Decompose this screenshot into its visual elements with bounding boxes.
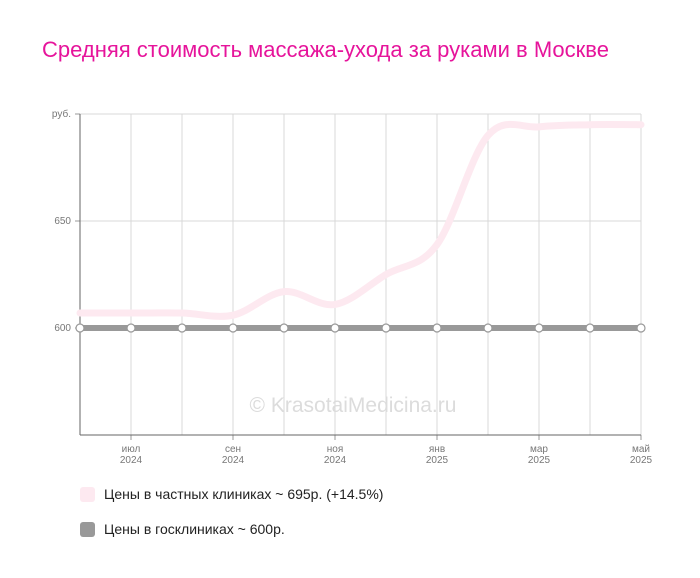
x-tick-label: янв 2025 — [425, 444, 449, 466]
point — [126, 323, 136, 333]
y-tick-label: руб. — [52, 108, 71, 120]
y-tick-label: 600 — [54, 323, 71, 334]
point — [330, 323, 340, 333]
point — [432, 323, 442, 333]
point — [585, 323, 595, 333]
point — [228, 323, 238, 333]
chart-title: Средняя стоимость массажа-ухода за рукам… — [42, 37, 609, 62]
point — [279, 323, 289, 333]
point — [75, 323, 85, 333]
legend-swatch — [80, 486, 95, 502]
x-tick-label: мар 2025 — [527, 444, 551, 466]
x-tick-label: ноя 2024 — [323, 444, 347, 466]
point — [483, 323, 493, 333]
legend-item: Цены в частных клиниках ~ 695р. (+14.5%) — [80, 486, 383, 502]
point — [381, 323, 391, 333]
legend-swatch — [80, 521, 95, 537]
point — [534, 323, 544, 333]
point — [636, 323, 646, 333]
legend-label: Цены в частных клиниках ~ 695р. (+14.5%) — [104, 486, 384, 502]
x-tick-label: июл 2024 — [119, 444, 143, 466]
legend-label: Цены в госклиниках ~ 600р. — [104, 521, 285, 537]
series-line — [76, 120, 645, 320]
x-tick-label: май 2025 — [629, 444, 653, 466]
x-tick-label: сен 2024 — [221, 444, 245, 466]
y-tick-label: 650 — [54, 216, 71, 227]
point — [177, 323, 187, 333]
watermark: © KrasotaiMedicina.ru — [250, 394, 457, 417]
legend-item: Цены в госклиниках ~ 600р. — [80, 521, 285, 537]
